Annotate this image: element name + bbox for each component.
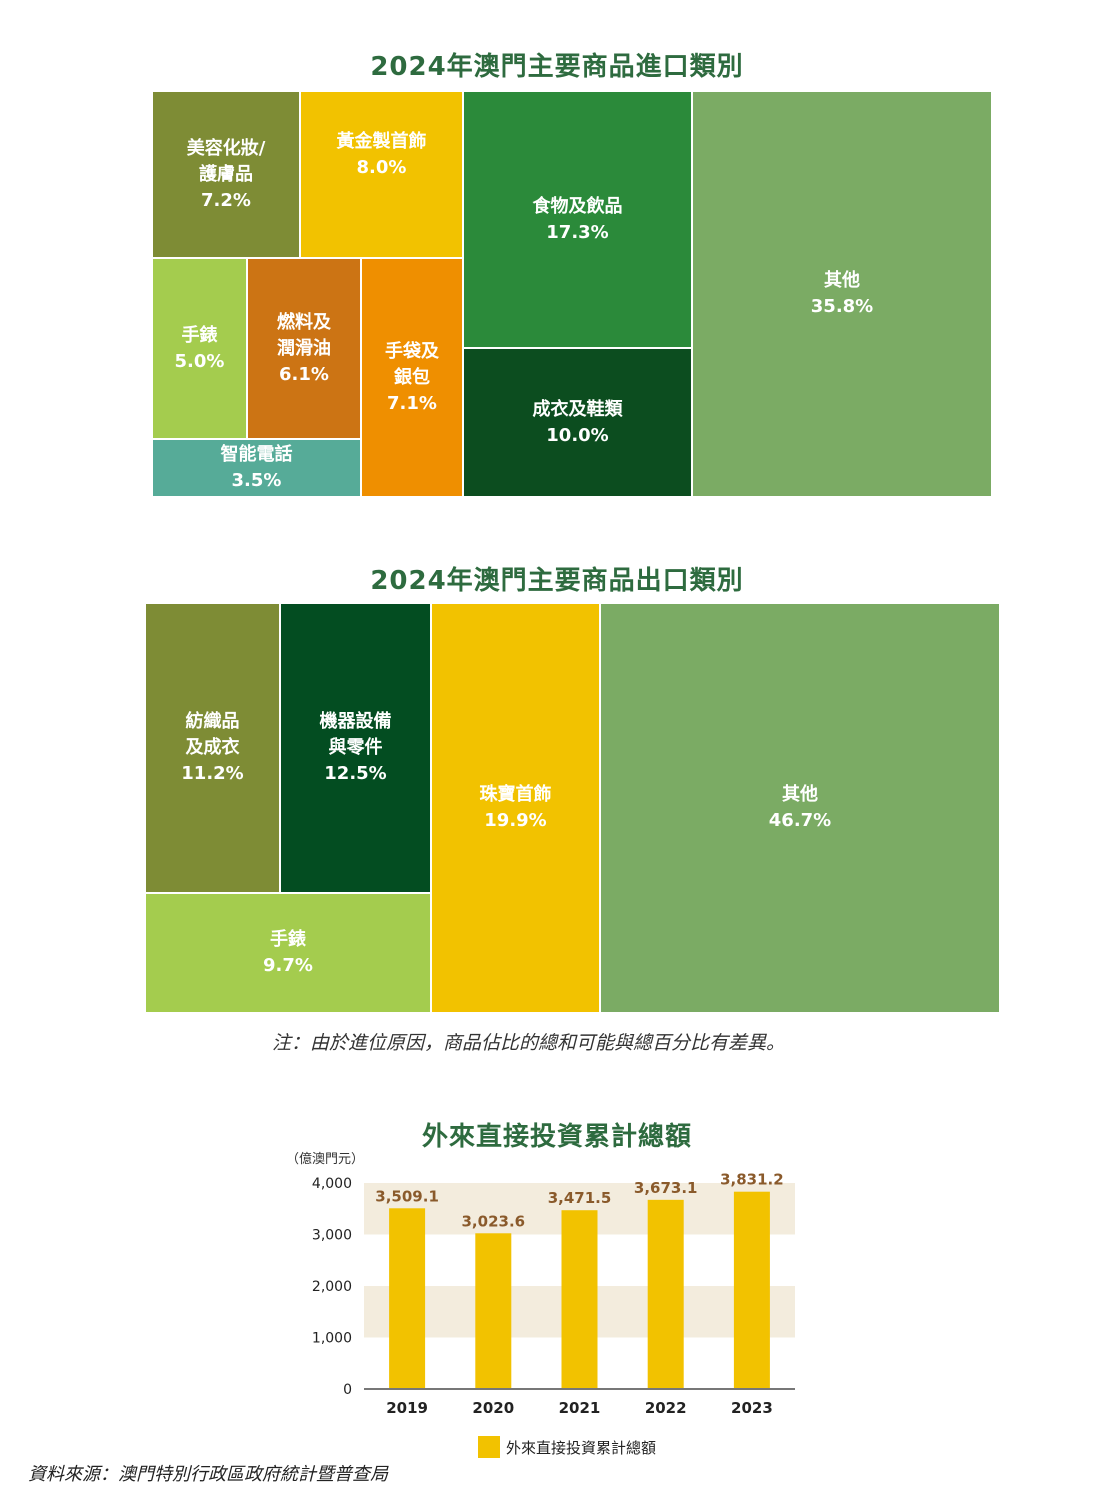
export-tile: 手錶 9.7% <box>144 892 432 1014</box>
export-tile: 其他 46.7% <box>599 602 1001 1014</box>
bar-data-label: 3,673.1 <box>634 1179 698 1197</box>
x-category-label: 2019 <box>386 1399 428 1417</box>
import-tile-label: 燃料及 潤滑油 6.1% <box>277 311 331 385</box>
export-tile-label: 機器設備 與零件 12.5% <box>319 711 392 784</box>
import-tile-label: 黃金製首飾 8.0% <box>336 130 427 178</box>
bar-data-label: 3,023.6 <box>462 1212 526 1230</box>
export-tile: 珠寶首飾 19.9% <box>430 602 601 1014</box>
import-tile-label: 其他 35.8% <box>810 270 874 317</box>
y-tick-label: 3,000 <box>312 1228 352 1244</box>
x-category-label: 2020 <box>472 1399 514 1417</box>
bar <box>475 1233 512 1389</box>
fdi-chart-title: 外來直接投資累計總額 <box>421 1122 692 1152</box>
import-tile: 手袋及 銀包 7.1% <box>360 257 464 498</box>
export-tile: 機器設備 與零件 12.5% <box>279 602 432 894</box>
x-category-label: 2022 <box>645 1399 687 1417</box>
y-tick-label: 1,000 <box>312 1331 352 1347</box>
import-tile: 成衣及鞋類 10.0% <box>462 347 693 498</box>
import-tile-label: 食物及飲品 17.3% <box>532 195 623 243</box>
y-tick-label: 4,000 <box>312 1176 352 1192</box>
bar-data-label: 3,471.5 <box>548 1189 612 1207</box>
legend-swatch <box>478 1436 500 1458</box>
export-tile-label: 手錶 9.7% <box>263 929 313 976</box>
import-tile-label: 成衣及鞋類 10.0% <box>532 398 623 446</box>
data-source: 資料來源：澳門特別行政區政府統計暨普查局 <box>28 1464 388 1485</box>
import-chart-title: 2024年澳門主要商品進口類別 <box>370 52 744 82</box>
bar <box>647 1199 684 1389</box>
bar <box>389 1208 426 1389</box>
import-tile-label: 手袋及 銀包 7.1% <box>385 340 439 414</box>
import-tile-label: 手錶 5.0% <box>174 324 225 372</box>
import-tile: 其他 35.8% <box>691 90 993 498</box>
export-chart-title: 2024年澳門主要商品出口類別 <box>370 566 744 596</box>
bar-data-label: 3,831.2 <box>720 1171 784 1189</box>
y-unit-label: （億澳門元） <box>286 1151 364 1167</box>
export-tile-label: 珠寶首飾 19.9% <box>479 784 552 831</box>
import-tile-label: 美容化妝/ 護膚品 7.2% <box>186 137 266 211</box>
fdi-legend: 外來直接投資累計總額 <box>478 1436 656 1458</box>
rounding-note: 注：由於進位原因，商品佔比的總和可能與總百分比有差異。 <box>272 1032 786 1054</box>
legend-label: 外來直接投資累計總額 <box>506 1438 657 1457</box>
export-tile-label: 其他 46.7% <box>768 784 832 831</box>
x-category-label: 2021 <box>559 1399 601 1417</box>
import-tile: 美容化妝/ 護膚品 7.2% <box>151 90 301 259</box>
y-tick-label: 0 <box>343 1382 352 1398</box>
import-tile: 黃金製首飾 8.0% <box>299 90 464 259</box>
x-category-label: 2023 <box>731 1399 773 1417</box>
import-tile: 智能電話 3.5% <box>151 438 362 498</box>
export-tile-label: 紡織品 及成衣 11.2% <box>181 711 244 784</box>
bar-data-label: 3,509.1 <box>375 1187 439 1205</box>
y-tick-label: 2,000 <box>312 1279 352 1295</box>
import-tile-label: 智能電話 3.5% <box>220 444 293 491</box>
bar <box>733 1191 770 1389</box>
import-tile: 食物及飲品 17.3% <box>462 90 693 349</box>
bar <box>561 1210 598 1389</box>
